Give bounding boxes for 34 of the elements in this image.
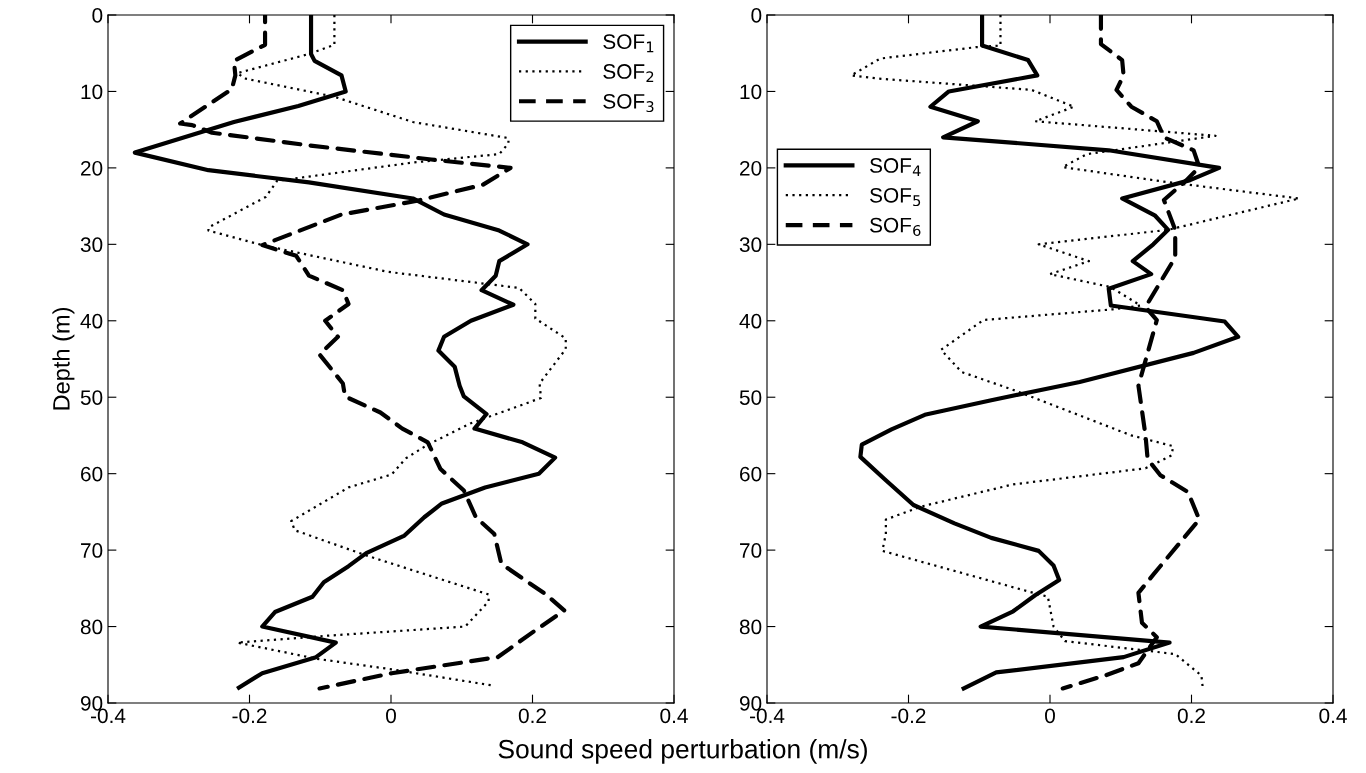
x-tick-label: 0.4 (660, 708, 688, 724)
legend-label: SOF$_{4}$ (870, 158, 921, 177)
x-tick-label: -0.2 (232, 708, 267, 724)
x-tick-label: 0.2 (518, 708, 546, 724)
y-axis-title: Depth (m) (52, 307, 75, 410)
legend-label: SOF$_{1}$ (603, 34, 654, 53)
x-tick-label: 0 (386, 708, 396, 724)
y-tick-label: 10 (740, 84, 762, 100)
y-tick-label: 20 (740, 160, 762, 176)
y-tick-label: 70 (740, 543, 762, 558)
y-tick-label: 50 (80, 390, 103, 405)
x-tick-label: 0 (1045, 708, 1055, 724)
y-tick-label: 50 (739, 390, 762, 405)
y-tick-label: 80 (80, 619, 103, 635)
y-tick-label: 80 (739, 619, 762, 635)
y-tick-label: 60 (81, 466, 103, 482)
x-tick-label: 0.2 (1177, 708, 1205, 724)
legend-label: SOF$_{3}$ (603, 93, 654, 113)
y-tick-label: 30 (80, 237, 103, 253)
y-tick-label: 40 (739, 313, 762, 329)
x-axis-title: Sound speed perturbation (m/s) (498, 739, 867, 764)
y-tick-label: 70 (81, 543, 103, 558)
legend-label: SOF$_{5}$ (870, 187, 921, 207)
legend-label: SOF$_{6}$ (870, 217, 921, 236)
y-tick-label: 30 (739, 237, 762, 253)
y-tick-label: 40 (80, 313, 103, 329)
y-tick-label: 10 (81, 84, 103, 100)
y-tick-label: 0 (92, 8, 103, 23)
y-tick-label: 0 (751, 8, 762, 23)
x-tick-label: -0.2 (891, 708, 926, 724)
y-tick-label: 60 (740, 466, 762, 482)
legend-label: SOF$_{2}$ (603, 64, 654, 83)
y-tick-label: 20 (81, 160, 103, 176)
x-tick-label: 0.4 (1319, 708, 1347, 724)
